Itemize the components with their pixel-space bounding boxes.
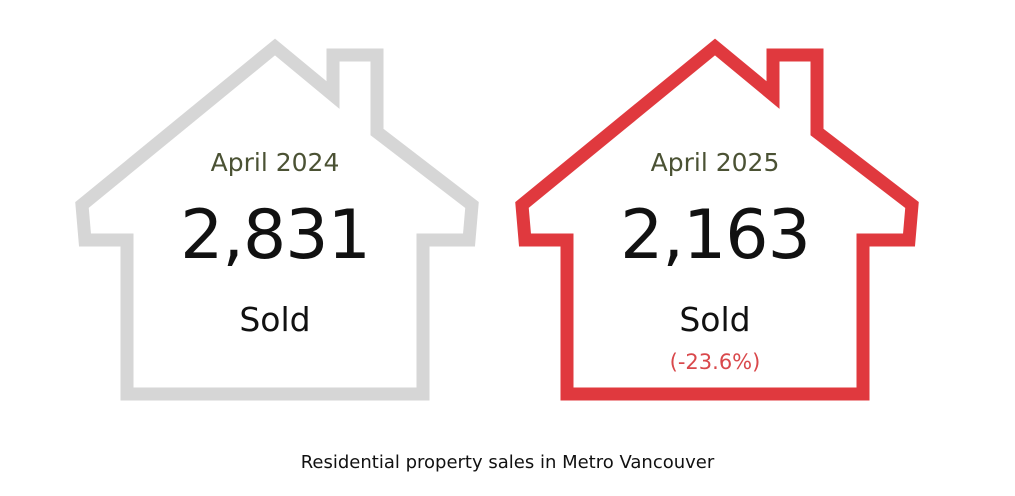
house-outline-icon [75,38,479,401]
sold-label: Sold [239,300,311,339]
house-card-april-2025: April 2025 2,163 Sold (-23.6%) [505,0,925,420]
sold-count: 2,831 [180,196,371,275]
sold-label: Sold [679,300,751,339]
period-label: April 2025 [650,148,780,177]
sold-count: 2,163 [620,196,811,275]
house-card-april-2024: April 2024 2,831 Sold [65,0,485,420]
period-label: April 2024 [210,148,340,177]
house-outline-icon [515,38,919,401]
percent-change: (-23.6%) [669,350,761,374]
caption: Residential property sales in Metro Vanc… [300,452,715,473]
